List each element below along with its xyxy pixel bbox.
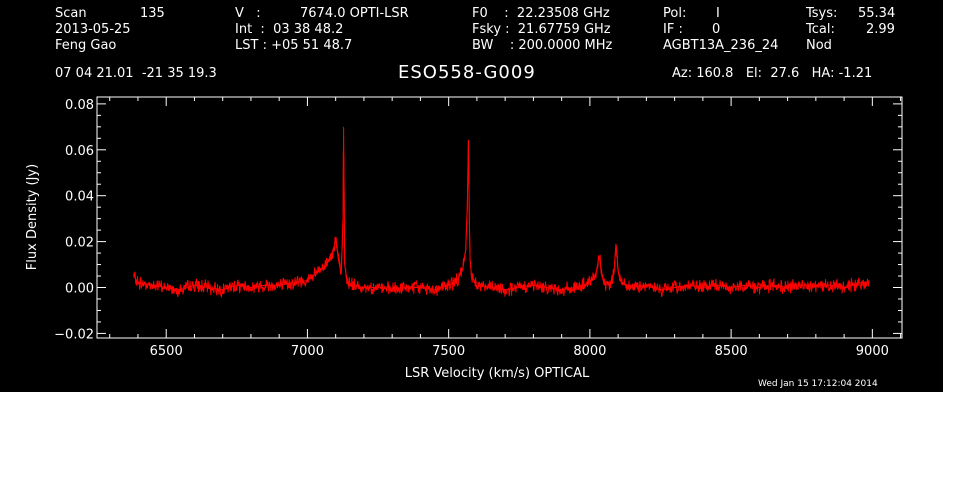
lst-value: LST : +05 51 48.7: [235, 38, 353, 53]
integration-time: Int : 03 38 48.2: [235, 22, 344, 37]
scan-label: Scan: [55, 6, 87, 21]
tsys-value: 55.34: [858, 6, 896, 21]
x-tick-label: 7500: [432, 344, 465, 359]
velocity-value: 7674.0 OPTI-LSR: [300, 6, 409, 21]
sky-frequency: Fsky : 21.67759 GHz: [472, 22, 611, 37]
polarization-label: Pol:: [663, 6, 687, 21]
spectrum-peaks-line: [133, 126, 870, 291]
x-tick-label: 9000: [856, 344, 889, 359]
source-coordinates: 07 04 21.01 -21 35 19.3: [55, 66, 217, 81]
plot-window: Scan 135 2013-05-25 Feng Gao V : 7674.0 …: [0, 0, 943, 392]
velocity-label: V :: [235, 6, 261, 21]
spectrum-trace-layer: [133, 126, 870, 298]
project-id: AGBT13A_236_24: [663, 38, 779, 53]
x-tick-label: 6500: [150, 344, 183, 359]
tcal-value: 2.99: [866, 22, 895, 37]
rest-frequency: F0 : 22.23508 GHz: [472, 6, 610, 21]
bandwidth: BW : 200.0000 MHz: [472, 38, 613, 53]
y-tick-label: 0.04: [65, 190, 94, 205]
y-tick-label: −0.02: [54, 327, 94, 342]
y-tick-label: 0.06: [65, 144, 94, 159]
spectrum-plot: 6500 7000 7500 8000 8500 9000 −0.02 0.00 0.02 0.0…: [25, 96, 903, 381]
x-axis-label: LSR Velocity (km/s) OPTICAL: [405, 366, 590, 381]
tcal-label: Tcal:: [806, 22, 835, 37]
y-tick-label: 0.00: [65, 282, 94, 297]
if-value: 0: [712, 22, 721, 37]
y-tick-label: 0.02: [65, 236, 94, 251]
az-el-ha: Az: 160.8 El: 27.6 HA: -1.21: [672, 66, 873, 81]
source-name: ESO558-G009: [398, 62, 536, 83]
observer-name: Feng Gao: [55, 38, 117, 53]
y-tick-label: 0.08: [65, 98, 94, 113]
procedure-name: Nod: [806, 38, 832, 53]
axes-layer: 6500 7000 7500 8000 8500 9000 −0.02 0.00 0.02 0.0…: [54, 97, 902, 359]
x-tick-label: 8500: [715, 344, 748, 359]
plot-frame: [96, 96, 903, 339]
observation-date: 2013-05-25: [55, 22, 131, 37]
if-label: IF :: [663, 22, 683, 37]
y-axis-label: Flux Density (Jy): [25, 164, 40, 270]
polarization-value: I: [716, 6, 720, 21]
tsys-label: Tsys:: [806, 6, 838, 21]
plot-timestamp: Wed Jan 15 17:12:04 2014: [758, 379, 878, 389]
scan-number: 135: [140, 6, 165, 21]
x-tick-label: 8000: [573, 344, 606, 359]
spectrum-line: [133, 139, 870, 298]
x-tick-label: 7000: [291, 344, 324, 359]
